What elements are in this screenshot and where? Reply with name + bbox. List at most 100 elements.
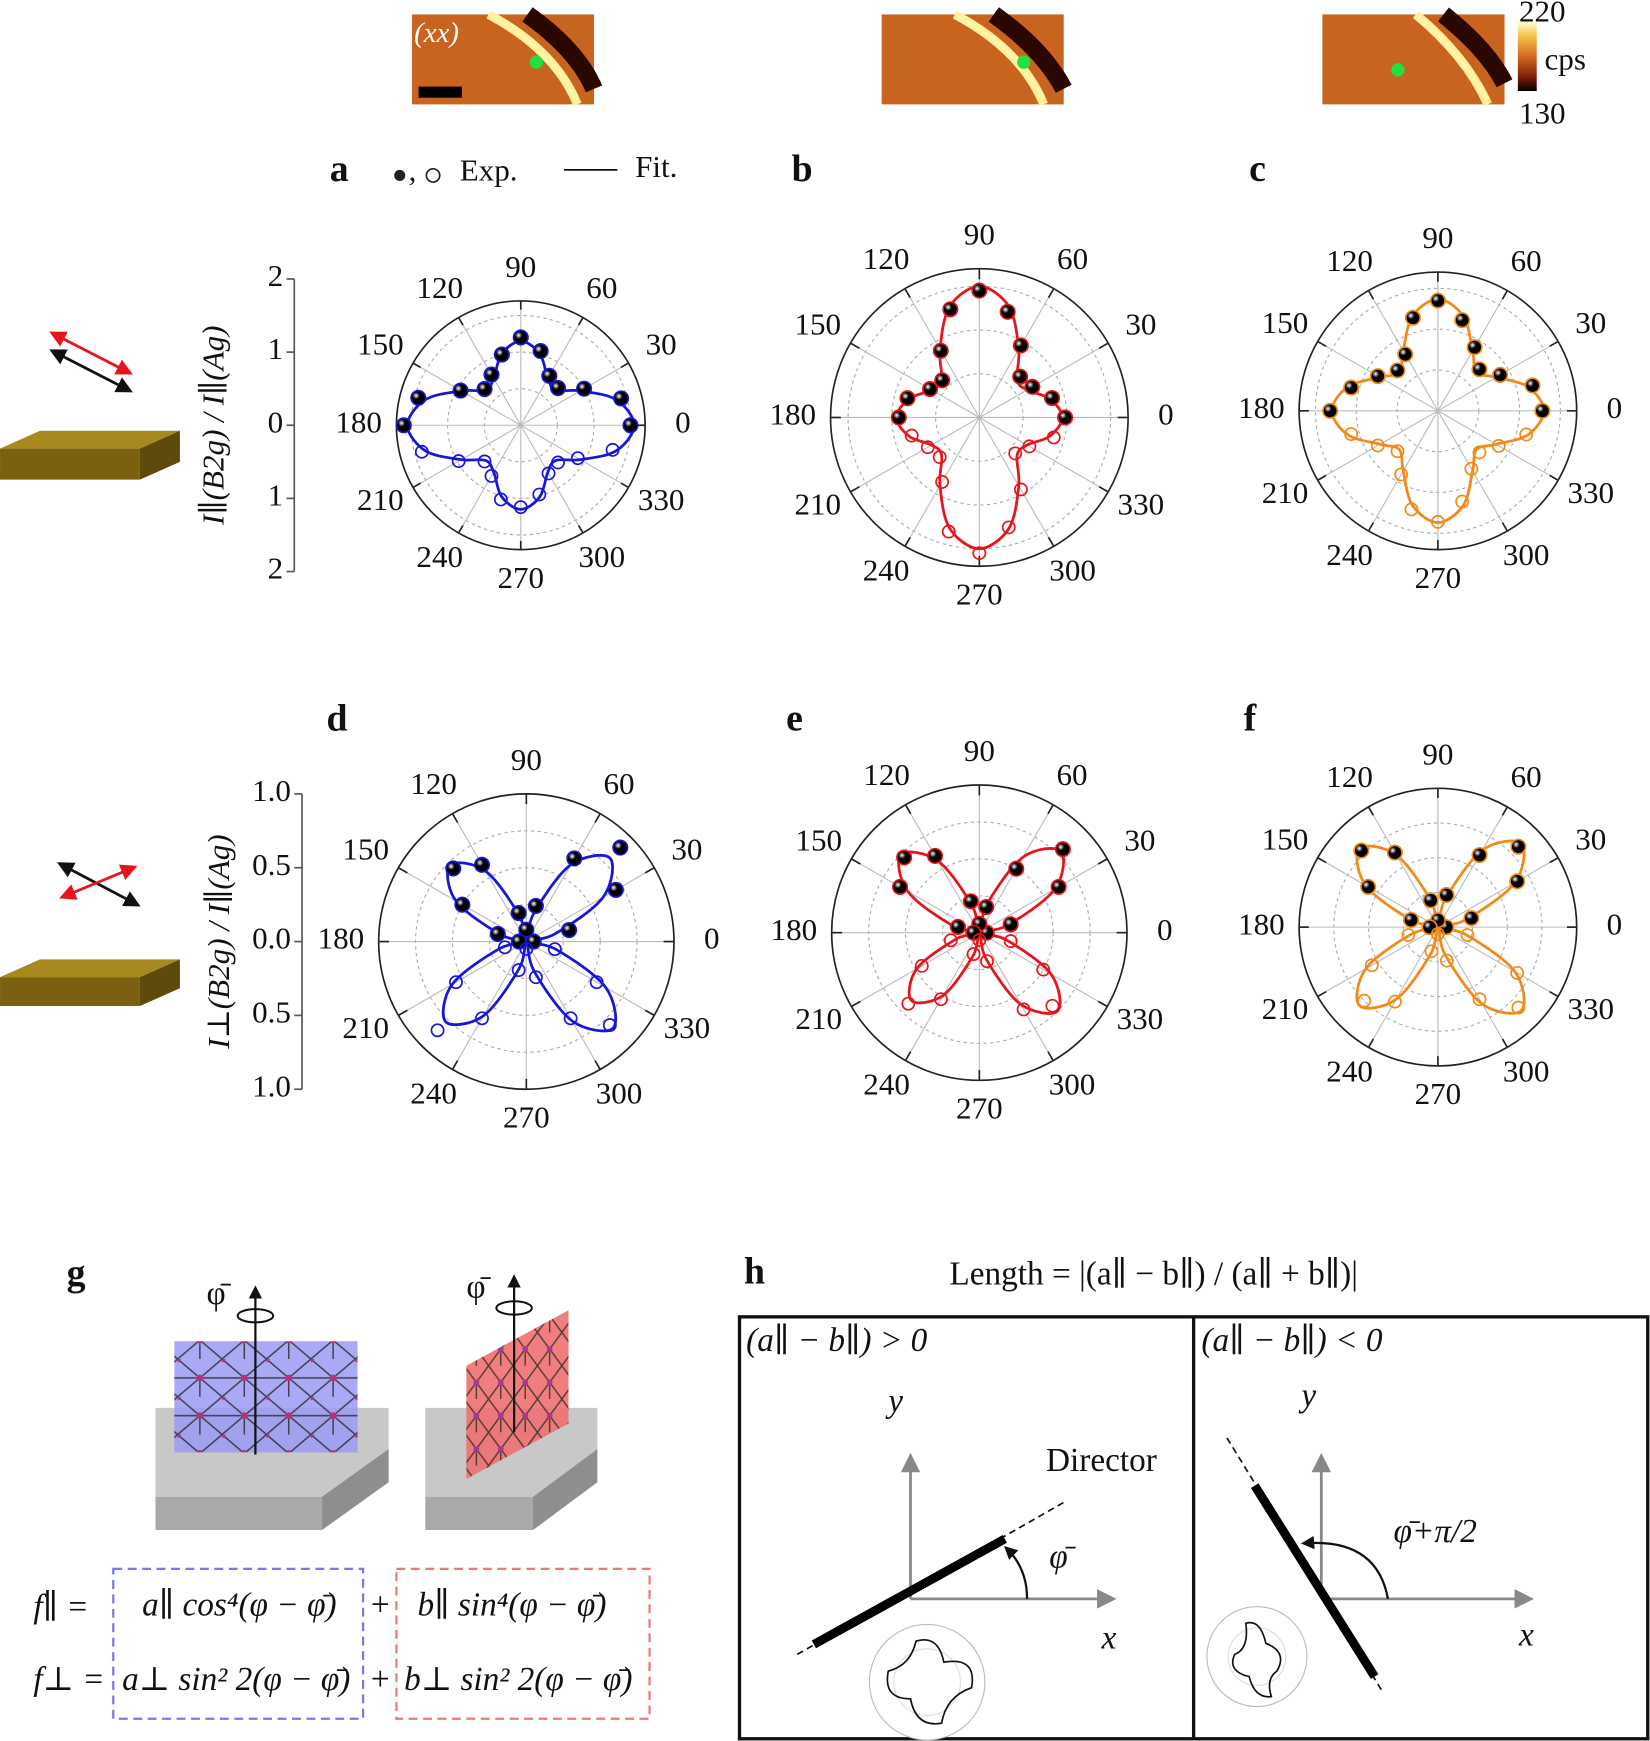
tick-mark bbox=[577, 524, 584, 534]
formula: f⊥ = bbox=[33, 1661, 104, 1698]
angle-label: 120 bbox=[416, 270, 463, 305]
exp-point-filled bbox=[1389, 362, 1406, 379]
exp-point-open bbox=[972, 933, 987, 948]
exp-point-filled bbox=[607, 881, 624, 898]
exp-point-open bbox=[1472, 445, 1487, 460]
exp-point-filled bbox=[1012, 337, 1029, 354]
angle-label: 90 bbox=[1422, 220, 1453, 255]
grid-spoke bbox=[526, 941, 655, 1016]
svg-text:,: , bbox=[409, 152, 417, 187]
grid-spoke bbox=[979, 858, 1108, 934]
exp-point-open bbox=[493, 492, 508, 507]
angle-label: 90 bbox=[511, 742, 542, 777]
tick-mark bbox=[1501, 806, 1509, 816]
tick-mark bbox=[1317, 990, 1327, 998]
tick-mark bbox=[904, 288, 911, 299]
y-tick-label: 0 bbox=[268, 404, 284, 439]
colorbar-min: 130 bbox=[1519, 96, 1566, 131]
exp-point-filled bbox=[932, 342, 949, 359]
map bbox=[881, 7, 1072, 107]
tick-mark bbox=[1367, 1038, 1375, 1048]
tick-mark bbox=[1047, 536, 1055, 547]
angle-label: 30 bbox=[1124, 822, 1155, 857]
angle-label: 150 bbox=[794, 307, 841, 342]
angle-label: 60 bbox=[1511, 759, 1542, 794]
exp-point-filled bbox=[576, 380, 593, 397]
exp-point-filled bbox=[1043, 389, 1061, 407]
polar-charts: a030609012015018021024027030033021012I∥(… bbox=[196, 148, 1623, 1135]
angle-label: 180 bbox=[769, 397, 816, 432]
tick-mark bbox=[1047, 1051, 1054, 1061]
tick-mark bbox=[851, 858, 861, 865]
angle-label: 240 bbox=[416, 539, 463, 574]
y-tick-label: 2 bbox=[268, 258, 284, 293]
axis-x: x bbox=[1100, 1620, 1116, 1657]
angle-label: 30 bbox=[646, 327, 677, 362]
grid-spoke bbox=[904, 417, 980, 547]
exp-point-open bbox=[1401, 928, 1416, 942]
exp-point-open bbox=[1510, 965, 1525, 980]
angle-label: 210 bbox=[357, 482, 404, 517]
grid-spoke bbox=[452, 813, 527, 942]
exp-point-open bbox=[901, 996, 916, 1011]
exp-point-filled bbox=[454, 896, 471, 913]
exp-point-filled bbox=[1492, 366, 1509, 383]
exp-point-open bbox=[513, 500, 528, 515]
grid-spoke bbox=[1437, 857, 1559, 928]
exp-point-filled bbox=[1360, 878, 1377, 895]
tick-mark bbox=[594, 1060, 601, 1070]
exp-point-open bbox=[563, 1011, 578, 1026]
axis-label: φ̄ bbox=[207, 1276, 232, 1313]
grid-spoke bbox=[1368, 926, 1439, 1048]
angle-label: 0 bbox=[1607, 390, 1623, 425]
angle-label: 300 bbox=[1503, 1053, 1550, 1088]
angle-label: 0 bbox=[1157, 912, 1173, 947]
angle-label: 270 bbox=[497, 560, 544, 595]
exp-point-filled bbox=[445, 860, 462, 877]
angle-label: 30 bbox=[1125, 307, 1156, 342]
angle-label: 60 bbox=[1511, 243, 1542, 278]
axis-x: x bbox=[1518, 1616, 1534, 1653]
exp-point-open bbox=[414, 444, 429, 459]
exp-point-filled bbox=[1012, 368, 1029, 385]
map-label: (xx) bbox=[414, 17, 459, 49]
exp-point-open bbox=[1511, 1000, 1526, 1015]
exp-point-filled bbox=[476, 380, 493, 398]
exp-point-open bbox=[972, 546, 987, 561]
exp-point-open bbox=[541, 466, 556, 481]
exp-point-open bbox=[451, 454, 466, 469]
y-axis-label: I⊥(B2g) / I∥(Ag) bbox=[201, 834, 236, 1049]
tick-mark bbox=[850, 342, 860, 350]
exp-point-open bbox=[1394, 467, 1409, 482]
tick-mark bbox=[451, 1060, 459, 1070]
angle-label: 120 bbox=[863, 757, 910, 792]
grid-spoke bbox=[452, 941, 527, 1070]
exp-point-filled bbox=[891, 878, 909, 895]
angle-label: 0 bbox=[1607, 906, 1623, 941]
exp-point-filled bbox=[1509, 873, 1526, 890]
exp-point-filled bbox=[1471, 846, 1488, 864]
exp-point-open bbox=[497, 940, 512, 955]
exp-point-filled bbox=[896, 849, 913, 866]
angle-label: 270 bbox=[956, 576, 1003, 611]
exp-point-filled bbox=[527, 897, 544, 914]
h-title: Length = |(a∥ − b∥) / (a∥ + b∥)| bbox=[949, 1256, 1358, 1293]
exp-point-open bbox=[1404, 502, 1419, 517]
tick-mark bbox=[412, 362, 422, 369]
angle-label: 30 bbox=[1575, 305, 1606, 340]
exp-point-filled bbox=[922, 380, 939, 398]
exp-point-open bbox=[1390, 444, 1405, 459]
angle-label: 180 bbox=[318, 921, 365, 956]
exp-point-filled bbox=[395, 417, 412, 434]
map: (xx) bbox=[411, 7, 603, 107]
sample-maps: (xx) 220 cps 130 bbox=[411, 0, 1586, 131]
exp-point-open bbox=[914, 958, 929, 973]
formula: + bbox=[371, 1586, 390, 1623]
formula: f∥ = bbox=[33, 1589, 88, 1626]
tick-mark bbox=[904, 1051, 912, 1061]
tick-mark bbox=[620, 362, 629, 369]
exp-point-filled bbox=[1353, 842, 1370, 859]
grid-spoke bbox=[979, 932, 1108, 1007]
angle-label: 240 bbox=[1326, 1053, 1373, 1088]
angle-label: 120 bbox=[410, 766, 457, 801]
